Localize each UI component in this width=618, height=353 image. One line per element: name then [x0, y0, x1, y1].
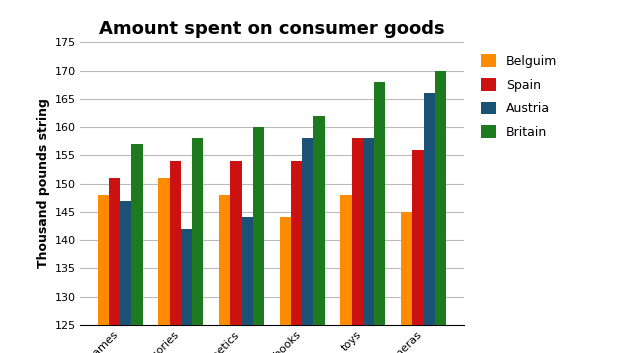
Bar [181, 229, 192, 353]
Bar [435, 71, 446, 353]
Bar [253, 127, 264, 353]
Bar [219, 195, 231, 353]
Title: Amount spent on consumer goods: Amount spent on consumer goods [99, 20, 445, 38]
Bar [109, 178, 121, 353]
Bar [158, 178, 170, 353]
Y-axis label: Thousand pounds string: Thousand pounds string [37, 98, 50, 269]
Legend: Belguim, Spain, Austria, Britain: Belguim, Spain, Austria, Britain [481, 54, 557, 139]
Bar [132, 144, 143, 353]
Bar [363, 138, 374, 353]
Bar [170, 161, 181, 353]
Bar [121, 201, 132, 353]
Bar [280, 217, 291, 353]
Bar [423, 93, 435, 353]
Bar [98, 195, 109, 353]
Bar [192, 138, 203, 353]
Bar [401, 212, 412, 353]
Bar [242, 217, 253, 353]
Bar [313, 116, 324, 353]
Bar [291, 161, 302, 353]
Bar [412, 150, 423, 353]
Bar [302, 138, 313, 353]
Bar [231, 161, 242, 353]
Bar [352, 138, 363, 353]
Bar [341, 195, 352, 353]
Bar [374, 82, 386, 353]
